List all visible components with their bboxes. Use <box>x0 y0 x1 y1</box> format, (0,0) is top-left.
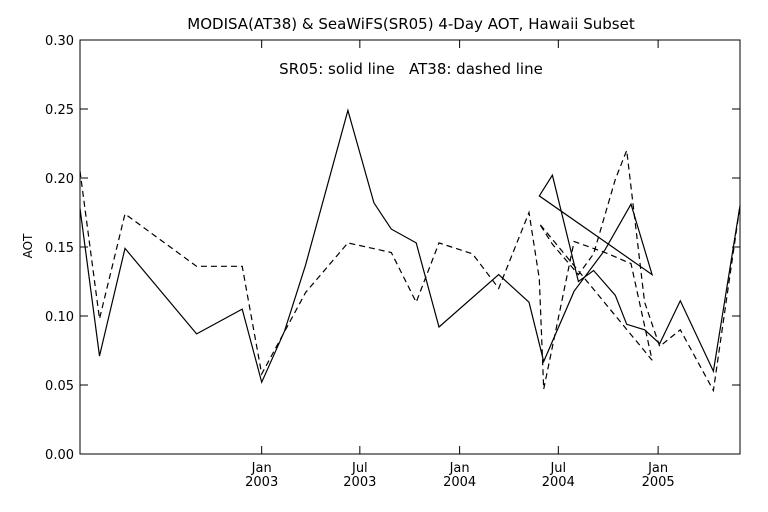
y-tick-label: 0.30 <box>45 34 74 49</box>
x-tick-year-label: 2003 <box>245 475 278 490</box>
x-tick-year-label: 2003 <box>343 475 376 490</box>
series-line-at38 <box>79 150 741 393</box>
x-tick-year-label: 2004 <box>542 475 575 490</box>
line-style-annotation: SR05: solid line AT38: dashed line <box>279 60 543 78</box>
y-tick-label: 0.25 <box>45 103 74 118</box>
x-tick-year-label: 2005 <box>642 475 675 490</box>
series-line-sr05 <box>79 108 741 384</box>
y-axis: 0.00 0.05 0.10 0.15 0.20 0.25 0.30 <box>45 34 740 463</box>
y-axis-label: AOT <box>21 233 35 258</box>
y-tick-label: 0.20 <box>45 172 74 187</box>
series-layer <box>79 108 741 393</box>
x-tick-month-label: Jan <box>647 461 668 476</box>
x-tick-year-label: 2004 <box>443 475 476 490</box>
y-tick-label: 0.05 <box>45 379 74 394</box>
y-tick-label: 0.15 <box>45 241 74 256</box>
x-tick-month-label: Jul <box>351 461 368 476</box>
x-tick-month-label: Jan <box>251 461 272 476</box>
x-tick-month-label: Jan <box>449 461 470 476</box>
chart-title: MODISA(AT38) & SeaWiFS(SR05) 4-Day AOT, … <box>187 15 635 33</box>
y-tick-label: 0.00 <box>45 448 74 463</box>
x-tick-month-label: Jul <box>549 461 566 476</box>
plot-frame <box>79 39 741 455</box>
y-tick-label: 0.10 <box>45 310 74 325</box>
